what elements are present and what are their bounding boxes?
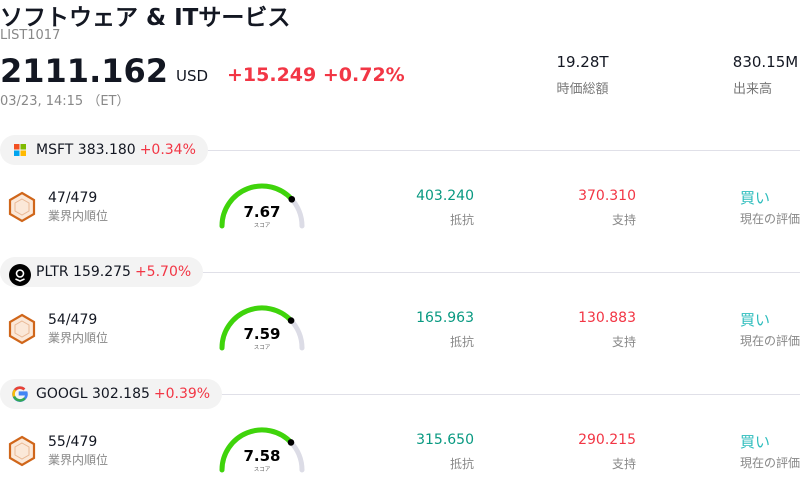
- gauge-fill: [219, 183, 295, 229]
- timestamp: 03/23, 14:15 （ET）: [0, 94, 130, 109]
- volume-label: 出来高: [732, 82, 772, 97]
- ticker: PLTR: [36, 264, 69, 280]
- gauge-marker: [288, 195, 296, 203]
- google-logo-icon: [12, 386, 28, 402]
- stock-price: 302.185: [92, 386, 150, 402]
- rank-label: 業界内順位: [48, 209, 109, 223]
- change-value: +15.249: [227, 64, 317, 86]
- price: 2111.162: [0, 52, 169, 90]
- rating-label: 現在の評価: [740, 334, 800, 348]
- resistance-value: 165.963: [416, 310, 474, 326]
- support-label: 支持: [611, 457, 636, 471]
- palantir-logo-icon: [9, 264, 31, 286]
- score-label: スコア: [254, 466, 271, 473]
- stock-pill[interactable]: GOOGL 302.185 +0.39%: [0, 379, 223, 409]
- stock-pill[interactable]: PLTR 159.275 +5.70%: [0, 257, 204, 287]
- score-label: スコア: [254, 344, 271, 351]
- volume-value: 830.15M: [732, 53, 799, 71]
- stock-price: 159.275: [73, 264, 131, 280]
- stock-price: 383.180: [77, 142, 136, 158]
- score-gauge: 7.59 スコア: [219, 305, 305, 351]
- rating-label: 現在の評価: [740, 456, 800, 470]
- stock-change: +5.70%: [134, 264, 192, 280]
- rating-value: 買い: [740, 311, 771, 329]
- rank-value: 54/479: [48, 312, 98, 328]
- rating-label: 現在の評価: [740, 212, 800, 226]
- gauge-marker: [287, 317, 295, 324]
- support-value: 370.310: [578, 188, 636, 204]
- stock-row: MSFT 383.180 +0.34% 47/479 業界内順位 7.67 スコア…: [0, 135, 800, 257]
- stock-row: PLTR 159.275 +5.70% 54/479 業界内順位 7.59 スコア…: [0, 257, 800, 379]
- rank-label: 業界内順位: [48, 453, 109, 467]
- stock-change: +0.34%: [139, 142, 196, 158]
- gauge-fill: [219, 427, 294, 473]
- support-label: 支持: [611, 213, 636, 227]
- stock-pill[interactable]: MSFT 383.180 +0.34%: [0, 135, 208, 165]
- resistance-value: 403.240: [416, 188, 474, 204]
- rank-label: 業界内順位: [48, 331, 109, 345]
- rank-shield-icon: [8, 313, 36, 345]
- divider: [222, 394, 800, 395]
- gauge-fill: [219, 305, 294, 351]
- ticker: MSFT: [36, 142, 74, 158]
- score-gauge: 7.67 スコア: [219, 183, 305, 229]
- market-cap-value: 19.28T: [556, 53, 609, 71]
- score-label: スコア: [254, 222, 271, 229]
- rank-value: 55/479: [48, 434, 98, 450]
- market-cap-label: 時価総額: [556, 82, 609, 97]
- support-label: 支持: [611, 335, 636, 349]
- rank-shield-icon: [8, 435, 36, 467]
- score-gauge: 7.58 スコア: [219, 427, 305, 473]
- score-value: 7.58: [243, 447, 280, 465]
- rank-value: 47/479: [48, 190, 98, 206]
- support-value: 130.883: [578, 310, 636, 326]
- divider: [203, 272, 800, 273]
- rating-value: 買い: [740, 189, 771, 207]
- stock-change: +0.39%: [153, 386, 211, 402]
- support-value: 290.215: [578, 432, 636, 448]
- score-value: 7.67: [243, 203, 280, 221]
- ticker: GOOGL: [36, 386, 88, 402]
- rating-value: 買い: [740, 433, 771, 451]
- divider: [208, 150, 800, 151]
- score-value: 7.59: [243, 325, 280, 343]
- currency: USD: [176, 67, 209, 85]
- price-change: +15.249 +0.72%: [227, 64, 405, 86]
- change-percent: +0.72%: [322, 64, 405, 86]
- resistance-label: 抵抗: [449, 335, 474, 349]
- resistance-label: 抵抗: [449, 457, 474, 471]
- stock-row: GOOGL 302.185 +0.39% 55/479 業界内順位 7.58 スコ…: [0, 379, 800, 501]
- resistance-value: 315.650: [416, 432, 474, 448]
- microsoft-logo-icon: [12, 142, 28, 158]
- page-title: ソフトウェア & ITサービス: [0, 5, 291, 31]
- gauge-marker: [287, 439, 295, 446]
- list-code: LIST1017: [0, 28, 61, 43]
- resistance-label: 抵抗: [449, 213, 474, 227]
- rank-shield-icon: [8, 191, 36, 223]
